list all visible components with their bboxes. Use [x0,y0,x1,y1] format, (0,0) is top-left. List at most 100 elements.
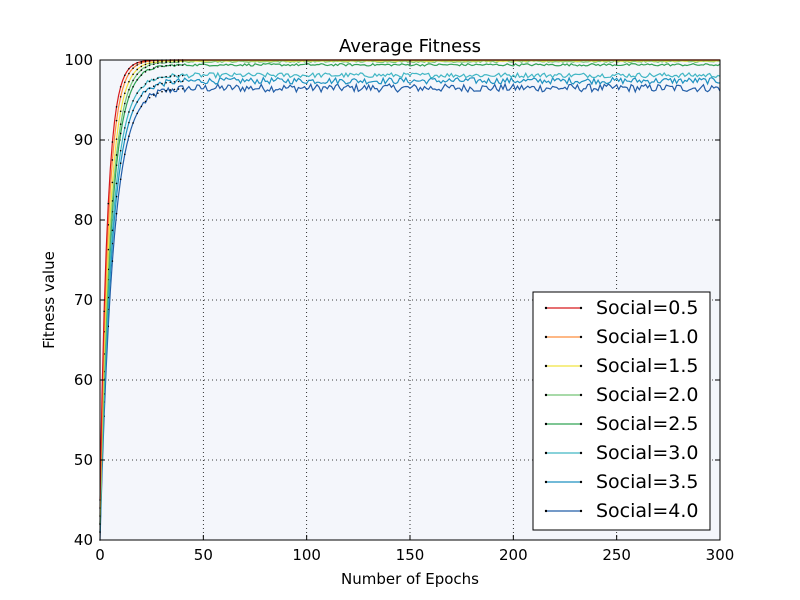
series-marker [136,112,138,115]
series-marker [128,67,130,70]
series-marker [140,60,143,63]
series-line [99,82,721,541]
legend-label: Social=0.5 [596,297,698,319]
series-marker [152,94,155,96]
series-marker [115,182,118,185]
series-marker [161,60,163,63]
y-tick-label: 40 [74,531,93,549]
series-marker [111,181,114,184]
series-marker [177,80,180,83]
x-tick-label: 300 [706,546,735,564]
series-marker [148,87,151,90]
series-marker [136,64,138,66]
y-tick-label: 60 [74,371,93,389]
legend-marker [544,364,548,368]
series-marker [128,111,130,113]
series-marker [173,80,176,83]
series-marker [119,149,122,152]
series-marker [140,95,143,97]
series-marker [152,67,155,69]
x-tick-label: 100 [292,546,321,564]
series-marker [140,69,143,71]
series-marker [115,138,118,140]
series-marker [132,64,134,66]
legend-marker [579,509,583,513]
legend-marker [579,306,583,310]
series-marker [144,71,147,73]
legend-marker [579,451,583,455]
series-marker [132,100,134,102]
legend-label: Social=3.5 [596,471,698,493]
series-marker [119,85,122,88]
series-marker [128,135,130,137]
legend-marker [579,393,583,397]
series-line [99,71,721,533]
x-tick-label: 250 [602,546,631,564]
series-marker [161,90,163,93]
series-marker [140,74,143,76]
series-marker [119,132,122,135]
legend: Social=0.5 Social=1.0 Social=1.5 Social=2.0… [532,291,711,531]
series-marker [115,106,118,108]
legend-marker [544,509,548,513]
legend-marker [579,335,583,339]
series-marker [181,74,184,77]
series-marker [140,65,143,68]
legend-label: Social=1.0 [596,326,698,348]
series-marker [111,260,114,262]
series-marker [111,200,114,202]
legend-label: Social=3.0 [596,442,698,464]
series-marker [144,60,147,62]
series-marker [107,248,110,251]
series-marker [157,83,159,86]
series-marker [115,195,118,198]
series-marker [132,122,134,124]
series-marker [169,81,172,83]
series-marker [136,68,138,71]
x-tick-label: 200 [499,546,528,564]
legend-marker [544,306,548,310]
series-marker [140,62,143,64]
legend-label: Social=4.0 [596,500,698,522]
x-axis-ticks: 0 50 100 150 200 250 300 [95,60,734,564]
y-axis-ticks: 40 50 60 70 80 90 100 [64,51,720,549]
series-marker [124,153,126,156]
series-marker [173,88,176,91]
series-marker [124,92,126,95]
series-marker [161,82,163,85]
series-marker [169,64,172,67]
series-marker [124,74,126,77]
series-marker [148,80,151,83]
series-marker [157,66,159,68]
legend-marker [579,422,583,426]
legend-label: Social=1.5 [596,355,698,377]
series-marker [152,78,155,81]
series-marker [177,74,180,77]
series-marker [140,86,143,89]
series-marker [161,76,163,79]
series-marker [148,96,151,99]
series-marker [144,66,147,69]
y-tick-label: 70 [74,291,93,309]
series-marker [128,121,130,124]
y-tick-label: 80 [74,211,93,229]
series-marker [111,159,114,161]
series-marker [119,162,122,165]
series-marker [115,119,118,122]
series-marker [165,61,167,64]
series-marker [157,60,159,63]
series-marker [136,62,138,64]
series-marker [136,79,138,81]
series-marker [140,105,143,108]
legend-marker [544,335,548,339]
series-marker [173,64,176,67]
series-marker [119,123,122,125]
legend-marker [544,393,548,397]
series-marker [165,81,167,84]
series-marker [107,202,110,205]
series-marker [132,67,134,70]
series-marker [177,64,180,66]
series-marker [111,229,114,232]
series-marker [124,138,126,141]
series-marker [128,88,130,91]
